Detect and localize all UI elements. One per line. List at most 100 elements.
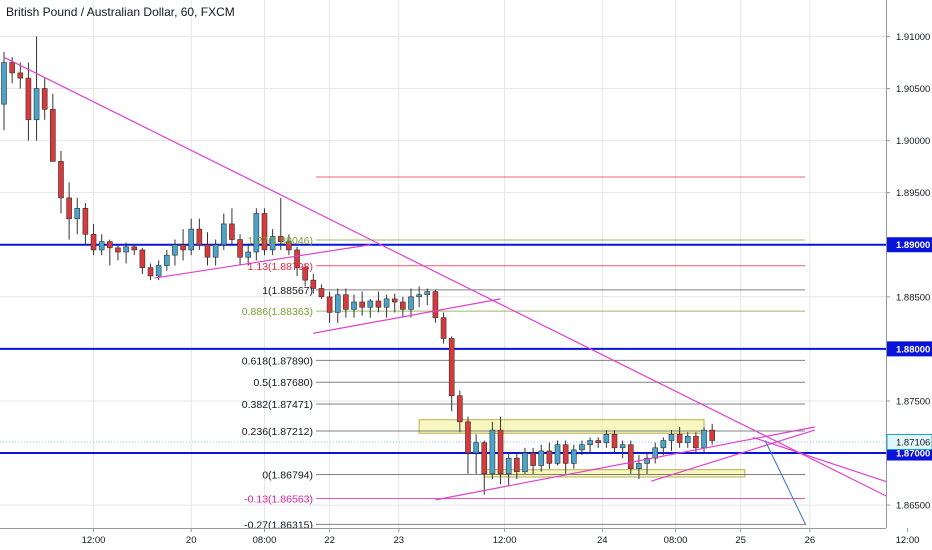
- candle: [74, 197, 81, 235]
- candle: [644, 453, 650, 474]
- fib-level-label: 0.5(1.87680): [253, 377, 313, 389]
- candle-body: [627, 444, 634, 469]
- price-tick-label: 1.87500: [896, 396, 930, 407]
- candle-body: [562, 444, 569, 464]
- candle-body: [212, 244, 219, 258]
- candle-body: [107, 241, 113, 249]
- fib-labels: 1.27(1.89046) 1.13(1.88798) 1(1.88567) 0.88…: [242, 235, 313, 531]
- candle-body: [245, 251, 251, 258]
- candle: [180, 229, 186, 261]
- candle-body: [473, 442, 479, 454]
- fib-level-label: 0.236(1.87212): [242, 426, 313, 438]
- candle: [538, 444, 545, 472]
- fib-level-label: 0.886(1.88363): [242, 306, 313, 318]
- candle: [123, 242, 129, 264]
- candle-body: [375, 300, 382, 308]
- candle: [603, 430, 610, 448]
- candle: [416, 286, 422, 308]
- candle: [448, 336, 455, 412]
- trendline: [154, 244, 371, 279]
- candle: [261, 208, 268, 256]
- candle-body: [636, 463, 642, 469]
- time-tick-label: 08:00: [664, 535, 688, 546]
- candle: [220, 213, 227, 250]
- candles: [1, 36, 715, 495]
- candle: [41, 78, 48, 120]
- candle-body: [334, 294, 341, 313]
- time-tick-label: 08:00: [253, 535, 277, 546]
- candle: [684, 432, 691, 448]
- candle-body: [277, 236, 284, 242]
- fib-level-label: 1(1.88567): [262, 285, 313, 297]
- candle-body: [579, 444, 585, 451]
- candle: [627, 440, 634, 474]
- candle-body: [570, 449, 577, 464]
- candle: [579, 440, 585, 456]
- key-level-price-label: 1.89000: [896, 240, 930, 251]
- candle-body: [595, 440, 602, 443]
- candle: [400, 296, 406, 318]
- candle-body: [229, 223, 235, 240]
- candle-body: [123, 246, 129, 253]
- candle: [33, 36, 40, 141]
- key-level-price-tag: [887, 341, 932, 357]
- candle-body: [204, 244, 211, 258]
- price-axis-background: [886, 0, 932, 550]
- candle: [172, 239, 178, 266]
- trendline: [650, 429, 815, 482]
- time-tick-label: 12:00: [493, 535, 517, 546]
- price-axis: 1.91000 1.90500 1.90000 1.89500 1.88500 1.875…: [886, 32, 932, 512]
- candle: [17, 62, 24, 89]
- price-tick-label: 1.88500: [896, 292, 930, 303]
- candle-body: [74, 207, 81, 219]
- candle-body: [676, 433, 683, 443]
- candle: [570, 444, 577, 469]
- candle: [709, 423, 715, 445]
- candle-body: [253, 213, 260, 253]
- fibonacci-levels: [316, 176, 805, 525]
- candle-body: [326, 296, 333, 313]
- candle-body: [693, 436, 699, 449]
- candle-body: [481, 442, 488, 475]
- candle-body: [82, 207, 89, 235]
- candle-body: [448, 338, 455, 397]
- trendline: [3, 56, 932, 520]
- current-price-label: 1.87106: [896, 437, 930, 448]
- time-axis-background: [0, 528, 886, 550]
- candle: [164, 249, 170, 271]
- candle: [465, 416, 471, 474]
- candle-body: [514, 457, 520, 473]
- fib-level-label: 1.27(1.89046): [248, 235, 313, 247]
- candle-body: [603, 433, 610, 443]
- candle: [269, 229, 276, 256]
- candle-body: [530, 452, 536, 466]
- candle: [668, 430, 675, 451]
- projection-line: [764, 440, 807, 526]
- candle: [334, 288, 341, 323]
- candle-body: [139, 249, 146, 268]
- candle: [343, 288, 349, 318]
- candle: [25, 62, 32, 141]
- candle-body: [416, 294, 422, 298]
- candle-body: [155, 265, 162, 277]
- candle-body: [188, 228, 195, 251]
- candle: [367, 298, 374, 318]
- candle: [131, 244, 138, 256]
- candle: [139, 247, 146, 274]
- candle: [546, 442, 553, 469]
- candle-body: [310, 279, 317, 289]
- candle: [660, 437, 667, 456]
- fib-level-label: 1.13(1.88798): [248, 261, 313, 273]
- candle: [636, 455, 642, 480]
- candle: [147, 263, 154, 281]
- candle: [408, 288, 414, 318]
- fib-level-label: 0.618(1.87890): [242, 355, 313, 367]
- candle-body: [343, 294, 349, 310]
- candle-body: [538, 450, 545, 466]
- candle-body: [302, 267, 308, 281]
- candle-body: [115, 247, 121, 253]
- candle: [595, 437, 602, 448]
- candle-body: [359, 301, 365, 308]
